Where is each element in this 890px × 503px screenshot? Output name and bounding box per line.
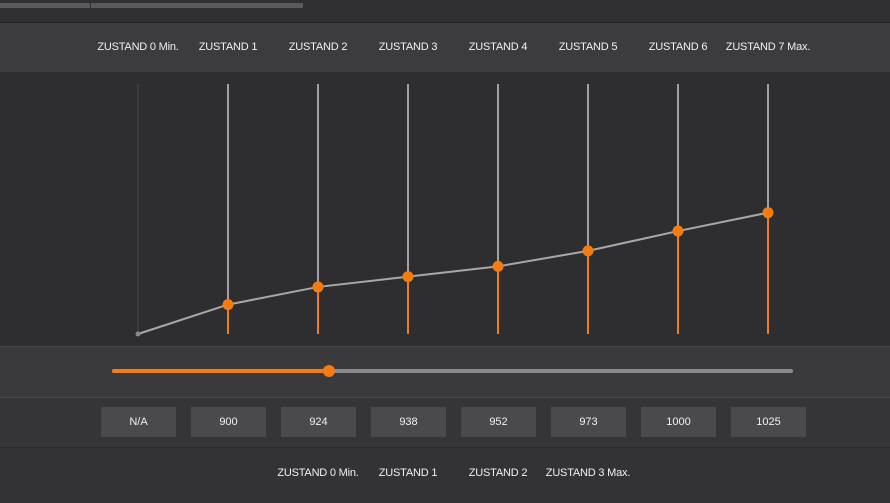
value-field-7[interactable]: 1025 [731, 407, 806, 437]
lower-state-label-3[interactable]: ZUSTAND 3 Max. [545, 467, 631, 479]
state-label-2[interactable]: ZUSTAND 2 [288, 41, 348, 53]
slider-track[interactable] [112, 365, 793, 377]
state-label-4[interactable]: ZUSTAND 4 [468, 41, 528, 53]
value-field-6[interactable]: 1000 [641, 407, 716, 437]
slider-fill [112, 369, 329, 373]
upper-states-header: ZUSTAND 0 Min. ZUSTAND 1 ZUSTAND 2 ZUSTA… [0, 23, 890, 72]
window-tab[interactable] [91, 3, 303, 8]
curve-point [312, 281, 324, 293]
state-label-6[interactable]: ZUSTAND 6 [648, 41, 708, 53]
curve-point [492, 260, 504, 272]
values-row: N/A 900 924 938 952 973 1000 1025 [0, 397, 890, 447]
lower-state-label-1[interactable]: ZUSTAND 1 [378, 467, 438, 479]
value-field-3[interactable]: 938 [371, 407, 446, 437]
slider-row [0, 346, 890, 397]
state-curve-svg [135, 84, 774, 337]
value-field-2[interactable]: 924 [281, 407, 356, 437]
curve-line [137, 211, 769, 335]
value-field-5[interactable]: 973 [551, 407, 626, 437]
value-field-4[interactable]: 952 [461, 407, 536, 437]
state-label-1[interactable]: ZUSTAND 1 [198, 41, 258, 53]
value-field-1[interactable]: 900 [191, 407, 266, 437]
curve-point [762, 207, 774, 219]
state-label-0[interactable]: ZUSTAND 0 Min. [97, 41, 179, 53]
curve-point [582, 245, 594, 257]
slider-thumb[interactable] [322, 365, 335, 377]
state-label-3[interactable]: ZUSTAND 3 [378, 41, 438, 53]
curve-point [222, 299, 234, 311]
state-label-5[interactable]: ZUSTAND 5 [558, 41, 618, 53]
curve-point [402, 271, 414, 283]
value-field-0[interactable]: N/A [101, 407, 176, 437]
lower-state-label-0[interactable]: ZUSTAND 0 Min. [277, 467, 359, 479]
lower-state-label-2[interactable]: ZUSTAND 2 [468, 467, 528, 479]
state-label-7[interactable]: ZUSTAND 7 Max. [725, 41, 811, 53]
state-curve-chart [0, 72, 890, 346]
window-tab-bar [0, 0, 890, 23]
curve-origin-point [135, 331, 141, 337]
lower-states-row: ZUSTAND 0 Min. ZUSTAND 1 ZUSTAND 2 ZUSTA… [0, 447, 890, 503]
window-tab[interactable] [0, 3, 90, 8]
curve-point [672, 225, 684, 237]
